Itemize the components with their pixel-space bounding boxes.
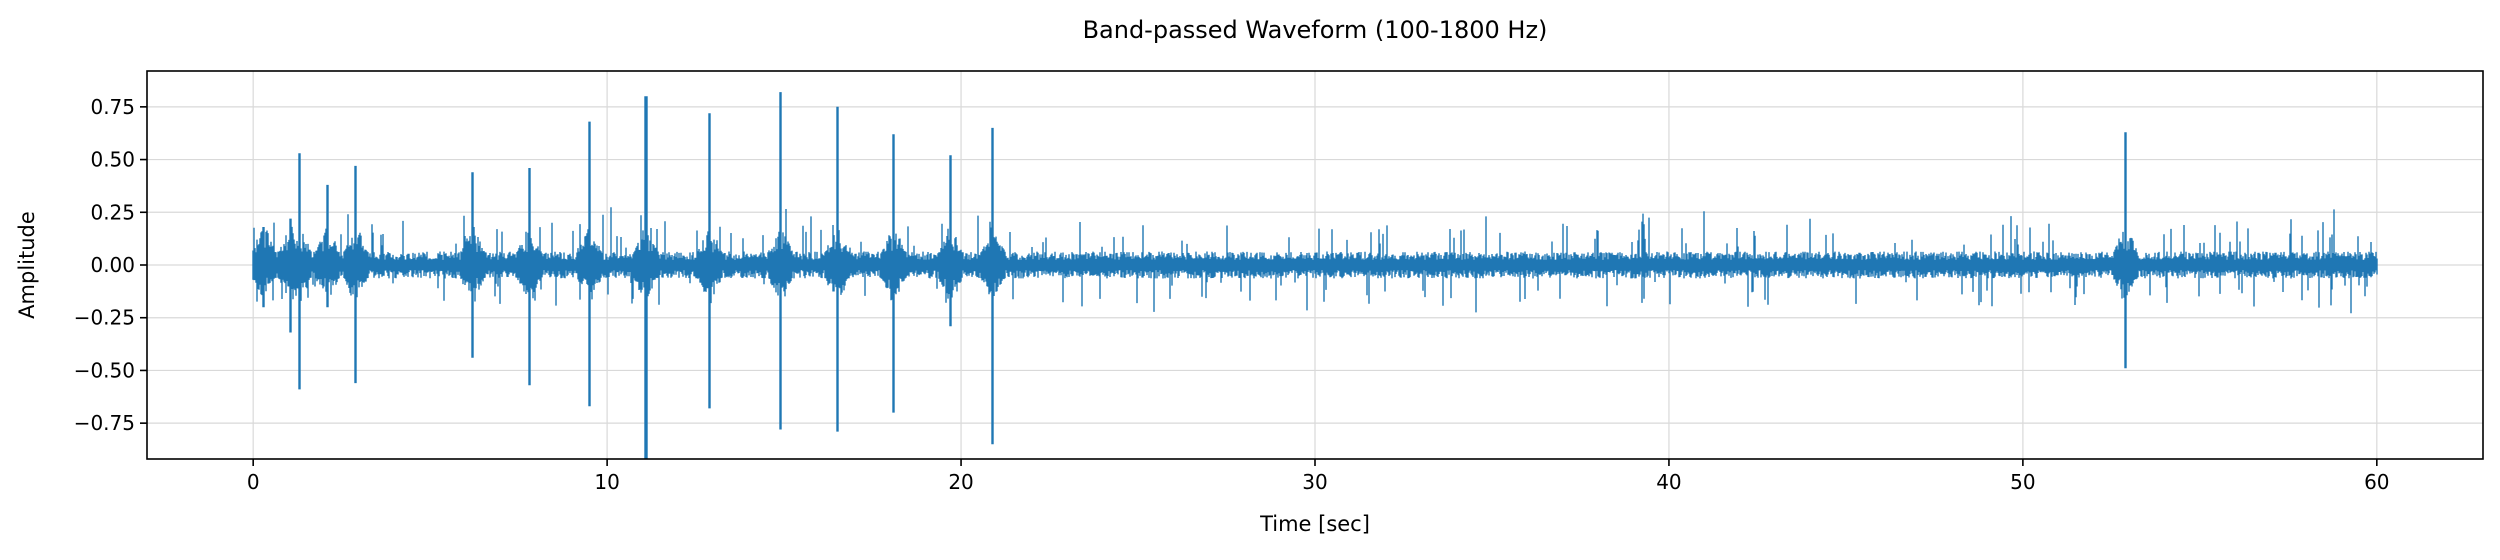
x-tick-label-1: 10 — [594, 470, 619, 494]
y-axis-title: Amplitude — [15, 211, 39, 319]
y-tick-label-4: −0.25 — [74, 306, 135, 330]
plot-area — [252, 92, 2378, 459]
chart-title: Band-passed Waveform (100-1800 Hz) — [1083, 16, 1548, 44]
x-tick-label-6: 60 — [2364, 470, 2389, 494]
ticks: 0 10 20 30 40 50 60 0.75 0.50 0.25 0.00 −0.25 −0.50 −… — [74, 95, 2390, 494]
y-tick-label-2: 0.25 — [90, 200, 135, 224]
x-tick-label-4: 40 — [1656, 470, 1681, 494]
x-tick-label-0: 0 — [247, 470, 260, 494]
x-tick-label-5: 50 — [2010, 470, 2035, 494]
x-tick-label-2: 20 — [948, 470, 973, 494]
y-tick-label-0: 0.75 — [90, 95, 135, 119]
y-tick-label-3: 0.00 — [90, 253, 135, 277]
x-axis-title: Time [sec] — [1259, 512, 1370, 536]
y-tick-label-1: 0.50 — [90, 148, 135, 172]
x-tick-label-3: 30 — [1302, 470, 1327, 494]
y-tick-label-6: −0.75 — [74, 411, 135, 435]
y-tick-label-5: −0.50 — [74, 358, 135, 382]
waveform-series-line — [252, 92, 2378, 459]
